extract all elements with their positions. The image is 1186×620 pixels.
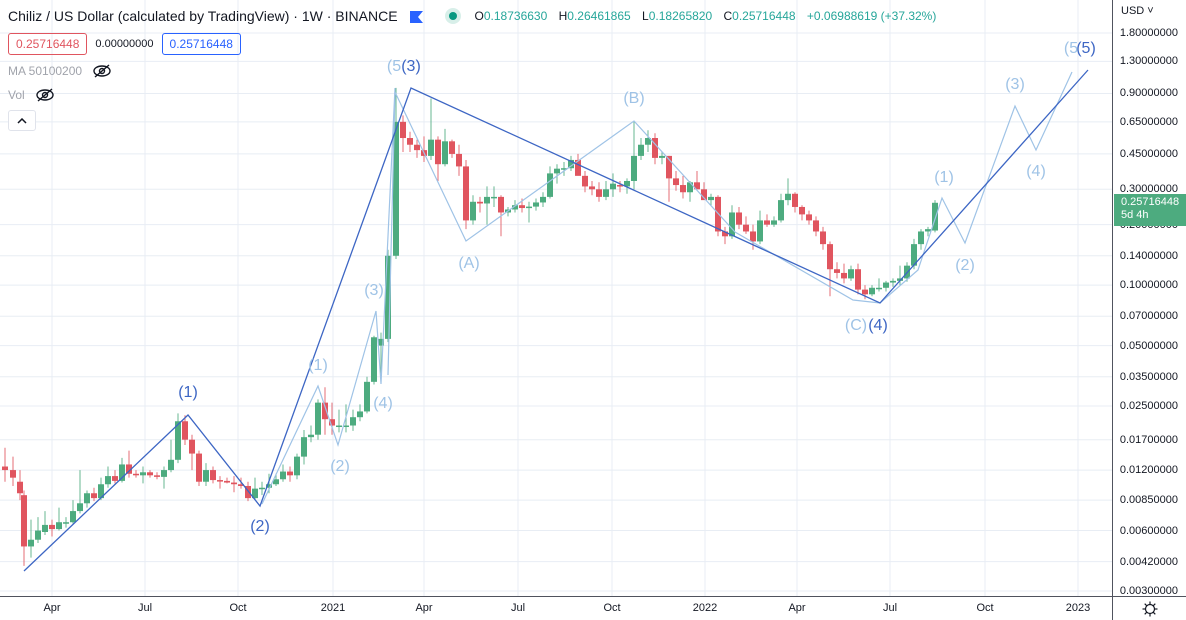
price-tick-label: 0.01700000: [1119, 433, 1178, 446]
price-axis[interactable]: USD ˅ 1.80000000 1.30000000 0.90000000 0.65…: [1112, 0, 1186, 597]
price-tick-label: 0.00600000: [1119, 524, 1178, 537]
last-price-tag: 0.25716448 5d 4h: [1114, 194, 1186, 226]
price-tick-label: 0.45000000: [1119, 147, 1178, 160]
time-tick-label: Oct: [976, 602, 994, 614]
wave-label[interactable]: (B): [623, 90, 645, 107]
ohlc-values: O0.18736630 H0.26461865 L0.18265820 C0.2…: [474, 9, 937, 23]
time-tick-label: Jul: [510, 602, 526, 614]
wave-label[interactable]: (1): [308, 357, 328, 374]
chart-legend: Chiliz / US Dollar (calculated by Tradin…: [8, 6, 936, 131]
wave-label[interactable]: (3): [401, 58, 421, 75]
flag-icon[interactable]: [409, 10, 423, 23]
high-value: 0.26461865: [567, 9, 631, 23]
collapse-legend-button[interactable]: [8, 110, 36, 131]
eye-hidden-icon[interactable]: [35, 88, 55, 102]
bar-countdown: 5d 4h: [1121, 209, 1149, 221]
currency-selector[interactable]: USD ˅: [1121, 5, 1154, 17]
wave-label[interactable]: (2): [250, 518, 270, 535]
price-tick-label: 0.05000000: [1119, 339, 1178, 352]
indicator-ma-label: MA 50100200: [8, 64, 83, 78]
wave-label[interactable]: (2): [330, 458, 350, 475]
time-tick-label: Apr: [43, 602, 61, 614]
price-tick-label: 1.30000000: [1119, 55, 1178, 68]
price-tick-label: 1.80000000: [1119, 27, 1178, 39]
indicator-vol[interactable]: Vol: [8, 86, 936, 104]
wave-label[interactable]: (4): [373, 395, 393, 412]
time-tick-label: Oct: [603, 602, 621, 614]
eye-hidden-icon[interactable]: [92, 64, 112, 78]
price-tick-label: 0.07000000: [1119, 310, 1178, 323]
price-tick-label: 0.90000000: [1119, 87, 1178, 100]
time-tick-label: Jul: [882, 602, 898, 614]
indicator-ma[interactable]: MA 50100200: [8, 62, 936, 80]
time-tick-label: 2021: [320, 602, 346, 614]
close-value: 0.25716448: [732, 9, 796, 23]
buy-price-box[interactable]: 0.25716448: [161, 33, 241, 55]
wave-label[interactable]: (2): [955, 257, 975, 274]
price-tick-label: 0.65000000: [1119, 115, 1178, 128]
chart-pane[interactable]: (1) (2) (3) (4) (5) (1) (2) (3) (4) (5 (A) (B) (C) (1…: [0, 0, 1112, 596]
price-tick-label: 0.10000000: [1119, 279, 1178, 292]
price-tick-label: 0.03500000: [1119, 370, 1178, 383]
time-tick-label: 2022: [692, 602, 718, 614]
price-chart[interactable]: [0, 0, 1112, 596]
last-price-value: 0.25716448: [1121, 196, 1180, 208]
price-tick-label: 0.02500000: [1119, 400, 1178, 413]
time-tick-label: Jul: [137, 602, 153, 614]
wave-label[interactable]: (A): [458, 255, 480, 272]
price-tick-label: 0.00300000: [1119, 585, 1178, 597]
low-value: 0.18265820: [648, 9, 713, 23]
time-tick-label: Apr: [788, 602, 806, 614]
spread-value: 0.00000000: [95, 38, 154, 50]
time-tick-label: Oct: [229, 602, 247, 614]
market-status-icon[interactable]: [444, 8, 461, 24]
price-tick-label: 0.30000000: [1119, 183, 1178, 196]
symbol-title[interactable]: Chiliz / US Dollar (calculated by Tradin…: [8, 8, 398, 24]
wave-label[interactable]: (3): [364, 282, 384, 299]
wave-label[interactable]: (3): [1005, 76, 1025, 93]
wave-label[interactable]: (1): [178, 384, 198, 401]
price-tick-label: 0.01200000: [1119, 464, 1178, 477]
open-value: 0.18736630: [483, 9, 548, 23]
wave-label[interactable]: (4): [1026, 163, 1046, 180]
gear-icon: [1142, 601, 1157, 616]
time-tick-label: Apr: [415, 602, 433, 614]
wave-label[interactable]: (5: [1063, 40, 1079, 57]
chevron-up-icon: [17, 117, 27, 124]
price-tick-label: 0.00420000: [1119, 555, 1178, 568]
change-value: +0.06988619 (+37.32%): [806, 9, 937, 23]
wave-label[interactable]: (4): [868, 317, 888, 334]
sell-price-box[interactable]: 0.25716448: [8, 33, 88, 55]
indicator-vol-label: Vol: [8, 88, 25, 102]
chart-settings-button[interactable]: [1112, 596, 1186, 620]
wave-label[interactable]: (5: [386, 58, 402, 75]
price-tick-label: 0.14000000: [1119, 249, 1178, 262]
time-axis[interactable]: Apr Jul Oct 2021 Apr Jul Oct 2022 Apr Jul Oct 2023: [0, 596, 1112, 620]
wave-label[interactable]: (5): [1076, 40, 1096, 57]
price-tick-label: 0.00850000: [1119, 494, 1178, 507]
time-tick-label: 2023: [1065, 602, 1091, 614]
wave-label[interactable]: (C): [844, 317, 868, 334]
wave-label[interactable]: (1): [934, 169, 954, 186]
